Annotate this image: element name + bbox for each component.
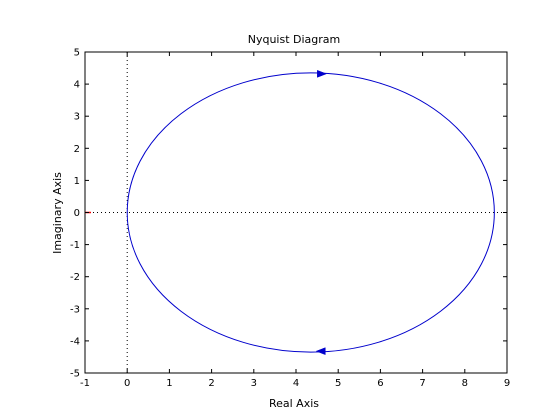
x-tick-label: 4 <box>293 378 299 389</box>
direction-arrow-right <box>317 69 328 78</box>
x-tick-label: 9 <box>504 378 510 389</box>
y-tick-label: 4 <box>74 80 80 91</box>
y-tick-label: 2 <box>74 144 80 155</box>
direction-arrow-left <box>315 347 326 356</box>
y-tick-label: 5 <box>74 48 80 59</box>
y-tick-label: -2 <box>70 272 80 283</box>
x-axis-label: Real Axis <box>269 397 319 410</box>
axes-box <box>84 51 508 374</box>
y-axis-label: Imaginary Axis <box>51 172 64 254</box>
tick-layer: -1 0 1 2 3 4 5 6 7 8 9 -5 -4 -3 -2 -1 0 1 2 3 4 5 <box>70 48 510 390</box>
x-tick-label: 5 <box>335 378 341 389</box>
x-tick-label: 2 <box>208 378 214 389</box>
y-tick-label: -1 <box>70 240 80 251</box>
y-tick-label: 3 <box>74 112 80 123</box>
x-tick-label: 0 <box>124 378 130 389</box>
x-tick-label: -1 <box>80 378 90 389</box>
x-tick-label: 7 <box>419 378 425 389</box>
y-tick-label: -5 <box>70 369 80 380</box>
x-tick-label: 3 <box>251 378 257 389</box>
y-tick-label: 0 <box>74 208 80 219</box>
x-tick-label: 6 <box>377 378 383 389</box>
x-tick-label: 1 <box>166 378 172 389</box>
plot-area <box>84 51 508 374</box>
chart-title: Nyquist Diagram <box>248 33 341 46</box>
x-tick-label: 8 <box>462 378 468 389</box>
nyquist-curve <box>126 72 495 353</box>
y-tick-label: -3 <box>70 304 80 315</box>
y-tick-label: -4 <box>70 336 80 347</box>
y-tick-label: 1 <box>74 176 80 187</box>
